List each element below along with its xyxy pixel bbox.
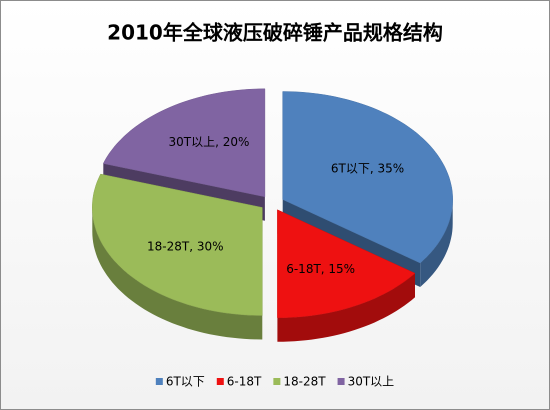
slice [282, 91, 453, 264]
legend-swatch [216, 378, 224, 385]
legend-item: 6-18T [216, 375, 262, 389]
chart-title: 2010年全球液压破碎锤产品规格结构 [107, 21, 443, 45]
legend-swatch [273, 378, 281, 385]
legend: 6T以下 6-18T 18-28T 30T以上 [155, 375, 395, 389]
data-label: 18-28T, 30% [147, 239, 224, 253]
legend-item: 18-28T [273, 375, 326, 389]
slice [277, 209, 416, 319]
legend-swatch [155, 378, 163, 385]
legend-label: 30T以上 [348, 375, 395, 389]
slice [102, 88, 266, 198]
slice-wall [277, 273, 415, 342]
legend-item: 30T以上 [337, 375, 395, 389]
legend-label: 6-18T [227, 375, 262, 389]
slice-wall [420, 199, 453, 287]
data-label: 6-18T, 15% [286, 262, 355, 276]
legend-label: 6T以下 [166, 375, 205, 389]
pie: 6T以下, 35% 6-18T, 15% 18-28T, 30% 30T以上, 20% [92, 88, 453, 342]
legend-item: 6T以下 [155, 375, 205, 389]
data-label: 30T以上, 20% [169, 135, 250, 149]
slice-wall [92, 207, 263, 340]
legend-swatch [337, 378, 345, 385]
legend-label: 18-28T [283, 375, 326, 389]
data-label: 6T以下, 35% [331, 162, 404, 176]
slice [92, 173, 263, 316]
